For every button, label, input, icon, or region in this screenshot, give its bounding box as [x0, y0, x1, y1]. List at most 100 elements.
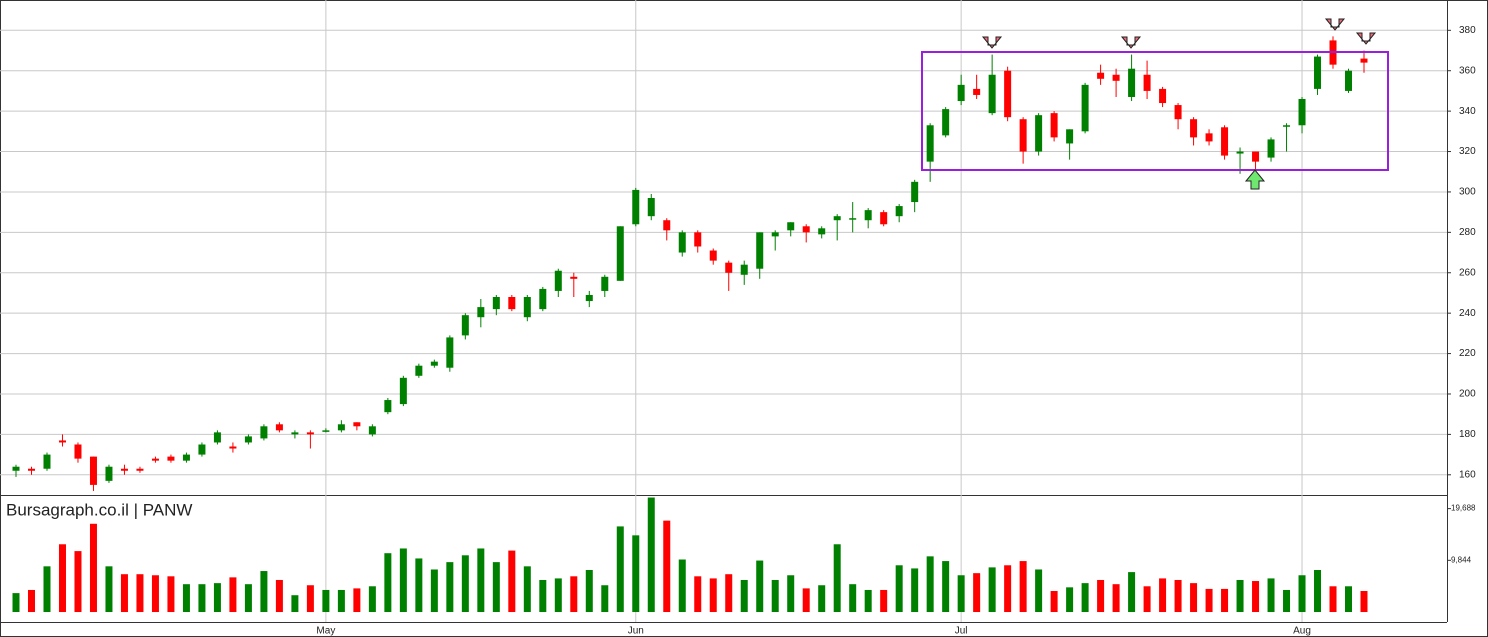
candle-body	[245, 436, 252, 442]
candle-body	[1051, 113, 1058, 137]
candle-body	[446, 337, 453, 367]
volume-bar	[1097, 580, 1104, 612]
volume-bar	[849, 584, 856, 612]
y-tick-label: 220	[1459, 348, 1476, 359]
candle-body	[663, 220, 670, 230]
volume-bar	[1237, 580, 1244, 612]
candle-body	[958, 85, 965, 101]
candle-body	[880, 212, 887, 224]
y-tick-label: 360	[1459, 65, 1476, 76]
candle-body	[1190, 119, 1197, 137]
volume-bar	[1283, 590, 1290, 612]
volume-bar	[477, 548, 484, 612]
volume-bar	[1144, 586, 1151, 612]
candle-body	[384, 400, 391, 412]
candle-body	[74, 444, 81, 458]
candle-body	[1299, 99, 1306, 125]
volume-bar	[183, 584, 190, 612]
x-tick-label: Aug	[1293, 626, 1311, 637]
volume-bar	[927, 556, 934, 612]
y-tick-label: 9,844	[1451, 555, 1472, 564]
candle-body	[493, 297, 500, 309]
candle-body	[477, 307, 484, 317]
volume-bar	[369, 586, 376, 612]
volume-bar	[1330, 586, 1337, 612]
candle-body	[152, 459, 159, 461]
volume-bar	[214, 583, 221, 612]
volume-bar	[1020, 561, 1027, 612]
volume-bar	[59, 544, 66, 612]
volume-bar	[1159, 578, 1166, 612]
volume-bar	[818, 585, 825, 612]
candle-body	[90, 457, 97, 485]
volume-bar	[663, 521, 670, 612]
candle-body	[260, 426, 267, 438]
candle-body	[338, 424, 345, 430]
candle-body	[834, 216, 841, 220]
candle-body	[43, 455, 50, 469]
volume-bar	[772, 580, 779, 612]
candle-body	[167, 457, 174, 461]
candle-body	[229, 447, 236, 449]
volume-bar	[973, 573, 980, 612]
candle-body	[1252, 152, 1259, 162]
candle-body	[1004, 71, 1011, 117]
volume-bar	[260, 571, 267, 612]
volume-bar	[834, 544, 841, 612]
volume-bar	[741, 580, 748, 612]
volume-bar	[539, 580, 546, 612]
volume-bar	[229, 577, 236, 612]
volume-bar	[446, 562, 453, 612]
candle-body	[787, 222, 794, 230]
candle-body	[1020, 119, 1027, 151]
volume-bar	[1299, 575, 1306, 612]
candle-body	[276, 424, 283, 430]
volume-bar	[1345, 586, 1352, 612]
volume-bar	[1361, 591, 1368, 612]
candle-body	[307, 432, 314, 434]
volume-bar	[911, 568, 918, 612]
candle-body	[415, 366, 422, 376]
volume-bar	[632, 535, 639, 612]
candle-body	[1283, 125, 1290, 127]
volume-bar	[756, 561, 763, 612]
volume-bar	[787, 575, 794, 612]
y-tick-label: 280	[1459, 227, 1476, 238]
candle-body	[524, 297, 531, 317]
candle-body	[617, 226, 624, 281]
candle-body	[632, 190, 639, 224]
candle-body	[508, 297, 515, 309]
volume-bar	[462, 555, 469, 612]
candle-body	[136, 469, 143, 471]
candle-body	[772, 232, 779, 236]
candle-body	[13, 467, 20, 471]
volume-bar	[384, 553, 391, 612]
volume-bar	[338, 590, 345, 612]
y-tick-label: 320	[1459, 146, 1476, 157]
candle-body	[1097, 73, 1104, 79]
volume-bar	[570, 576, 577, 612]
candle-body	[369, 426, 376, 434]
candle-body	[198, 444, 205, 454]
candle-body	[1082, 85, 1089, 131]
volume-bar	[617, 526, 624, 612]
watermark: Bursagraph.co.il | PANW	[6, 500, 192, 519]
candle-body	[1221, 127, 1228, 155]
candle-body	[539, 289, 546, 309]
volume-bar	[679, 560, 686, 613]
volume-bar	[880, 590, 887, 612]
volume-bar	[1128, 572, 1135, 612]
candle-body	[431, 362, 438, 366]
volume-bar	[1004, 565, 1011, 612]
y-tick-label: 300	[1459, 187, 1476, 198]
candle-body	[973, 89, 980, 95]
y-tick-label: 200	[1459, 389, 1476, 400]
candle-body	[291, 432, 298, 434]
candle-body	[741, 265, 748, 275]
volume-bar	[1314, 570, 1321, 612]
volume-bar	[105, 566, 112, 612]
volume-bar	[896, 565, 903, 612]
candle-body	[1206, 133, 1213, 141]
candle-body	[911, 182, 918, 202]
